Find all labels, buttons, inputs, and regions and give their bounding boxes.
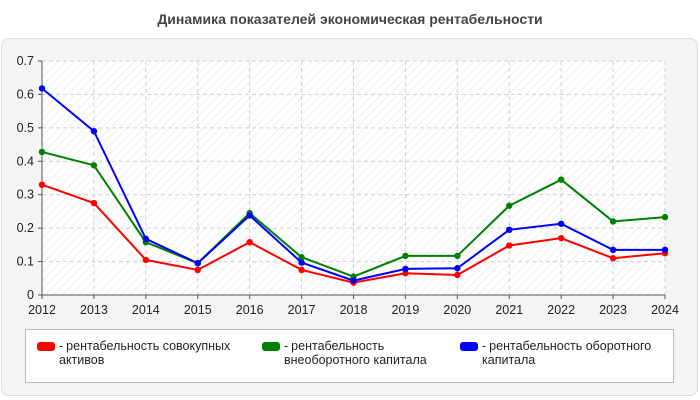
- series-2-point: [454, 265, 461, 272]
- y-tick-label: 0: [27, 288, 34, 302]
- series-2-point: [661, 246, 669, 254]
- y-tick-label: 0.5: [17, 121, 34, 135]
- series-2-point: [194, 260, 201, 267]
- series-1-point: [402, 252, 409, 260]
- series-2-point: [90, 128, 98, 135]
- x-tick-label: 2023: [599, 303, 627, 317]
- legend-label-noncurrent: рентабельность внеоборотного капитала: [284, 339, 427, 367]
- x-tick-label: 2012: [28, 303, 56, 317]
- series-0-point: [454, 271, 461, 279]
- x-tick-label: 2013: [80, 303, 108, 317]
- x-tick-label: 2019: [392, 303, 420, 317]
- legend-label-assets: рентабельность совокупных активов: [59, 339, 231, 367]
- x-tick-label: 2024: [651, 303, 679, 317]
- y-tick-label: 0.1: [17, 255, 34, 269]
- legend-swatch-noncurrent: [262, 342, 280, 351]
- x-tick-label: 2014: [132, 303, 160, 317]
- x-tick-label: 2015: [184, 303, 212, 317]
- series-0-point: [142, 256, 150, 264]
- x-tick-label: 2022: [547, 303, 575, 317]
- series-2-point: [609, 246, 617, 254]
- series-2-point: [298, 259, 305, 266]
- series-1-point: [506, 202, 513, 209]
- series-1-point: [90, 162, 98, 169]
- y-tick-label: 0.7: [17, 54, 34, 68]
- x-tick-label: 2020: [443, 303, 471, 317]
- series-0-point: [506, 242, 513, 249]
- legend-swatch-current: [460, 342, 478, 351]
- chart-legend: - рентабельность совокупных активов - рент…: [25, 329, 674, 383]
- series-0-point: [557, 234, 565, 242]
- series-0-point: [90, 199, 98, 207]
- series-0-point: [194, 266, 201, 274]
- series-1-point: [38, 148, 46, 156]
- series-1-point: [454, 252, 461, 260]
- y-tick-label: 0.4: [17, 154, 34, 168]
- series-0-point: [298, 266, 305, 274]
- y-tick-label: 0.2: [17, 221, 34, 235]
- series-2-point: [38, 85, 46, 92]
- y-tick-label: 0.6: [17, 87, 34, 101]
- x-tick-label: 2017: [288, 303, 316, 317]
- legend-swatch-assets: [37, 342, 55, 351]
- series-1-point: [557, 176, 565, 183]
- series-2-point: [402, 265, 409, 273]
- series-2-point: [557, 220, 565, 227]
- series-1-point: [298, 254, 305, 261]
- series-0-point: [246, 238, 253, 246]
- series-0-point: [38, 181, 46, 188]
- legend-label-current: рентабельность оборотного капитала: [482, 339, 652, 367]
- series-1-point: [609, 218, 617, 225]
- x-tick-label: 2018: [340, 303, 368, 317]
- x-tick-label: 2021: [495, 303, 523, 317]
- series-2-point: [246, 212, 253, 219]
- series-2-point: [506, 226, 513, 234]
- series-1-point: [661, 213, 669, 221]
- chart-title: Динамика показателей экономическая рента…: [157, 11, 543, 27]
- x-tick-label: 2016: [236, 303, 264, 317]
- series-0-point: [609, 255, 617, 262]
- series-2-point: [350, 277, 357, 284]
- y-tick-label: 0.3: [17, 188, 34, 202]
- series-2-point: [142, 235, 150, 243]
